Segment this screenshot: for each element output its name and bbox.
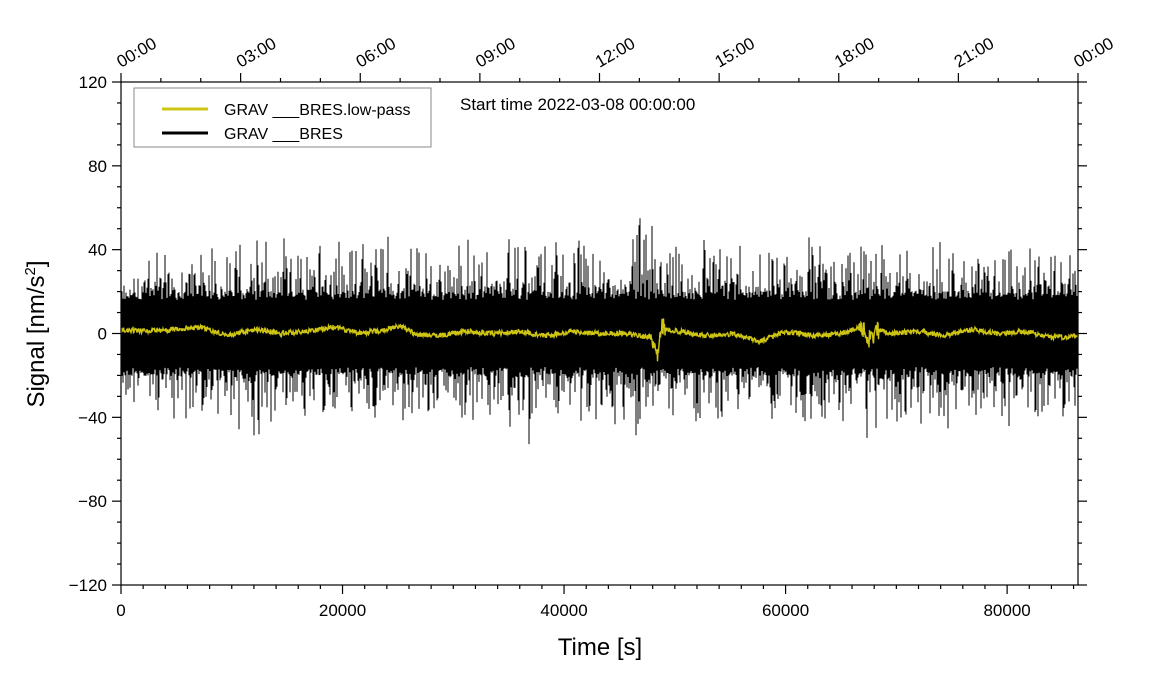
x-tick-label: 80000 xyxy=(983,601,1030,620)
y-tick-label: 40 xyxy=(88,241,107,260)
y-tick-label: −120 xyxy=(69,576,107,595)
y-tick-label: 0 xyxy=(98,325,107,344)
legend: GRAV ___BRES.low-pass GRAV ___BRES xyxy=(133,87,432,148)
legend-label-raw: GRAV ___BRES xyxy=(224,126,343,143)
y-tick-label: −80 xyxy=(78,492,107,511)
y-axis-title: Signal [nm/s2] xyxy=(22,260,50,407)
low-pass-signal-trace xyxy=(120,318,1080,362)
y-tick-label: −40 xyxy=(78,408,107,427)
axis-ticks xyxy=(112,73,1087,594)
start-time-annotation: Start time 2022-03-08 00:00:00 xyxy=(460,95,695,114)
y-tick-label: 80 xyxy=(88,157,107,176)
x-tick-label: 40000 xyxy=(540,601,587,620)
x-tick-label: 20000 xyxy=(319,601,366,620)
legend-label-low-pass: GRAV ___BRES.low-pass xyxy=(224,102,410,119)
legend-box xyxy=(133,87,432,148)
y-tick-label: 120 xyxy=(79,73,107,92)
x-axis-title: Time [s] xyxy=(558,634,642,661)
x-tick-label: 0 xyxy=(116,601,125,620)
series-low-pass-signal xyxy=(120,318,1080,362)
x-tick-label: 60000 xyxy=(762,601,809,620)
